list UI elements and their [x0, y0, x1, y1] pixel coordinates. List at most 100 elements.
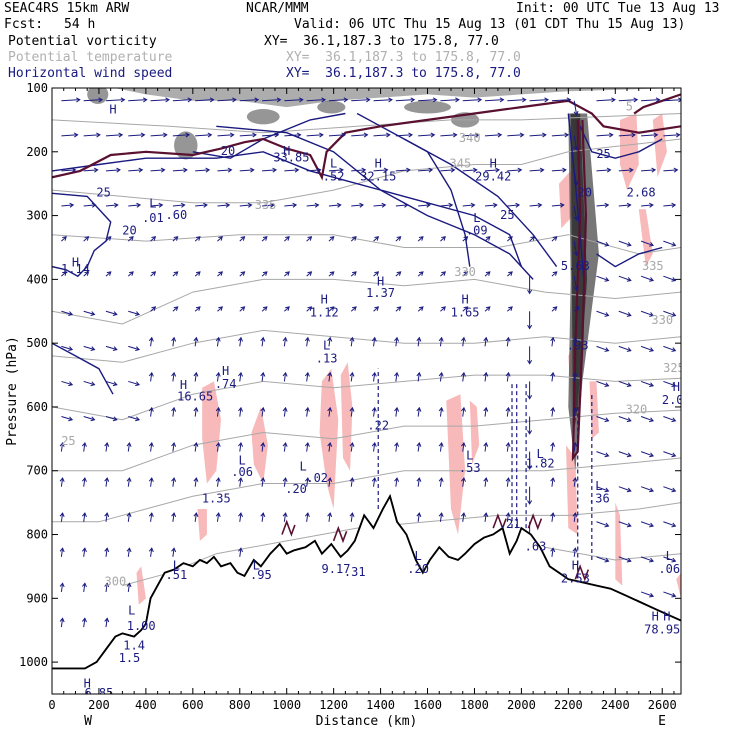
wind-vector	[128, 99, 147, 102]
wind-vector	[551, 442, 554, 452]
x-tick-label: 1400	[366, 698, 395, 712]
wind-vector-head	[341, 132, 347, 138]
contour-label: .06	[231, 465, 253, 479]
wind-vector	[551, 99, 571, 102]
wind-vector	[529, 134, 546, 137]
wind-vector-head	[148, 477, 154, 482]
pv-contour-low	[281, 519, 296, 537]
wind-vector	[395, 271, 401, 277]
wind-vector	[239, 337, 242, 347]
wind-vector-head	[604, 557, 610, 563]
wind-vector	[105, 380, 117, 386]
wind-vector	[395, 306, 401, 312]
x-tick-label: 400	[135, 698, 157, 712]
wind-vector	[216, 337, 220, 347]
wind-vector-head	[104, 512, 110, 518]
wind-vector	[284, 204, 297, 207]
contour-label: 25	[96, 185, 110, 199]
wind-vector-head	[564, 132, 570, 138]
wind-vector	[640, 521, 654, 527]
wind-vector-head	[671, 202, 677, 208]
wind-vector	[217, 271, 223, 277]
wind-vector-head	[195, 271, 201, 276]
wind-vector-head	[396, 236, 402, 241]
wind-vector-head	[499, 97, 505, 103]
wind-vector-head	[215, 477, 221, 482]
wind-vector	[83, 513, 86, 522]
high-marker: H	[461, 293, 468, 307]
wind-vector	[83, 618, 86, 628]
wind-vector	[105, 583, 108, 593]
wind-vector-head	[604, 487, 610, 493]
wind-vector-head	[232, 97, 237, 103]
wind-vector-head	[671, 382, 677, 388]
theta-contour	[52, 374, 681, 421]
high-marker: H	[72, 256, 79, 270]
wind-vector-head	[349, 371, 355, 377]
wind-vector-head	[572, 406, 578, 412]
wind-vector	[573, 477, 576, 487]
x-tick-label: 600	[182, 698, 204, 712]
high-marker: H	[84, 677, 91, 691]
wind-vector-head	[432, 97, 438, 103]
wind-vector	[61, 169, 76, 172]
wind-vector	[328, 271, 335, 277]
wind-vector	[217, 169, 232, 172]
wind-vector-head	[327, 336, 333, 342]
contour-label: .02	[306, 471, 328, 485]
wind-vector	[239, 442, 242, 452]
contour-label: 78.95	[644, 622, 680, 636]
wind-vector-head	[321, 97, 327, 103]
wind-vector-head	[371, 477, 377, 482]
wind-vector-head	[450, 167, 456, 173]
wind-vector-head	[59, 582, 65, 588]
wind-vector-head	[394, 441, 400, 447]
plot-frame	[51, 87, 682, 695]
wind-vector	[395, 134, 413, 137]
wind-vector-head	[304, 441, 310, 447]
wind-vector	[328, 306, 335, 312]
wind-vector-head	[649, 202, 654, 208]
contour-label: .60	[166, 208, 188, 222]
contour-label: 345	[450, 157, 472, 171]
wind-vector	[640, 310, 654, 317]
wind-vector-head	[573, 251, 579, 257]
wind-vector	[150, 271, 156, 277]
wind-vector	[663, 204, 676, 207]
convective-pv-shade	[446, 394, 466, 535]
wind-vector-head	[572, 371, 578, 377]
init-time: Init: 00 UTC Tue 13 Aug 13	[516, 1, 720, 16]
wind-vector	[172, 99, 192, 102]
wind-vector-head	[304, 512, 310, 518]
wind-vector	[216, 372, 220, 382]
wind-vector	[216, 407, 220, 417]
wind-vector	[573, 276, 578, 291]
wind-vector	[306, 306, 312, 312]
wind-vector	[328, 477, 331, 487]
wind-vector	[484, 99, 504, 102]
wind-vector-head	[193, 512, 199, 518]
wind-vector	[484, 236, 491, 242]
wind-vector-head	[359, 202, 365, 208]
wind-vector	[440, 271, 446, 277]
wind-vector-head	[483, 512, 489, 518]
low-marker: L	[466, 448, 473, 462]
wind-vector	[573, 442, 576, 452]
wind-vector-head	[626, 522, 632, 528]
wind-vector	[506, 407, 510, 417]
pv-shade-blob	[246, 109, 280, 125]
x-tick-label: 2600	[648, 698, 677, 712]
wind-vector-head	[483, 441, 489, 447]
wind-vector	[640, 240, 654, 246]
wind-vector	[60, 618, 64, 628]
wind-vector	[418, 169, 433, 172]
wind-vector-head	[441, 271, 446, 276]
convective-pv-shade	[620, 113, 639, 191]
wind-vector-head	[441, 236, 446, 241]
wind-vector	[439, 407, 443, 417]
wind-vector	[551, 236, 558, 242]
wind-vector-head	[394, 336, 400, 342]
wind-vector	[618, 451, 631, 457]
wind-vector-head	[383, 167, 389, 173]
wind-vector	[417, 442, 420, 452]
